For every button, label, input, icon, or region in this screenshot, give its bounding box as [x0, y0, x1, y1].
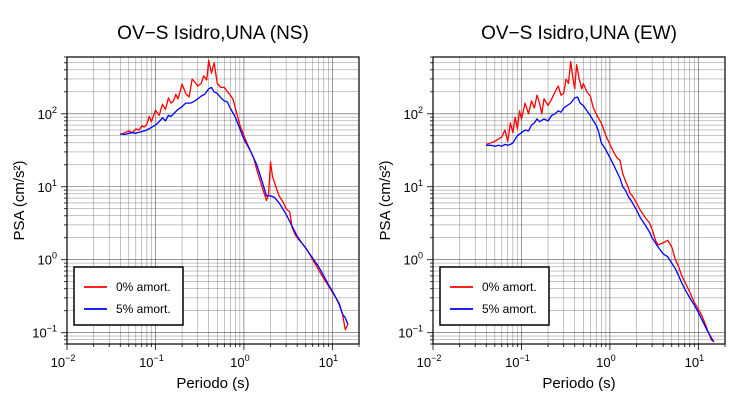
- series-line-damped: [486, 96, 715, 343]
- x-tick-label: 100: [596, 353, 615, 370]
- y-tick-exponent: 0: [418, 251, 423, 261]
- x-tick-exponent: 1: [699, 353, 704, 363]
- y-tick-exponent: 0: [52, 251, 57, 261]
- x-tick-base: 10: [596, 355, 610, 370]
- x-axis-label: Periodo (s): [542, 375, 615, 392]
- x-tick-base: 10: [319, 355, 333, 370]
- y-tick-label: 10−1: [32, 324, 57, 341]
- x-tick-label: 10−1: [505, 353, 530, 370]
- x-tick-exponent: −2: [65, 353, 75, 363]
- series-line-undamped: [486, 60, 715, 343]
- legend-label: 0% amort.: [116, 280, 171, 294]
- legend-label: 5% amort.: [116, 302, 171, 316]
- series-group: [120, 59, 349, 331]
- y-tick-exponent: 2: [418, 105, 423, 115]
- x-tick-base: 10: [505, 355, 519, 370]
- legend-box: [73, 266, 184, 326]
- x-tick-exponent: 1: [333, 353, 338, 363]
- legend: 0% amort. 5% amort.: [439, 266, 550, 326]
- x-tick-exponent: −1: [520, 353, 530, 363]
- x-tick-label: 10−2: [417, 353, 442, 370]
- y-tick-exponent: 1: [52, 178, 57, 188]
- y-tick-label: 101: [38, 178, 57, 195]
- chart-title: OV−S Isidro,UNA (EW): [481, 23, 677, 44]
- x-tick-exponent: −1: [154, 353, 164, 363]
- legend-box: [439, 266, 550, 326]
- x-tick-base: 10: [685, 355, 699, 370]
- x-axis-label: Periodo (s): [176, 375, 249, 392]
- y-tick-exponent: −1: [413, 324, 423, 334]
- plot-frame: [66, 56, 360, 345]
- x-tick-exponent: 0: [611, 353, 616, 363]
- x-tick-label: 101: [319, 353, 338, 370]
- x-tick-exponent: −2: [431, 353, 441, 363]
- legend: 0% amort. 5% amort.: [73, 266, 184, 326]
- y-tick-base: 10: [404, 253, 418, 268]
- x-tick-base: 10: [230, 355, 244, 370]
- y-tick-base: 10: [32, 326, 46, 341]
- y-tick-label: 102: [38, 105, 57, 122]
- y-tick-base: 10: [404, 180, 418, 195]
- y-tick-base: 10: [398, 326, 412, 341]
- legend-label: 5% amort.: [482, 302, 537, 316]
- y-tick-exponent: 1: [418, 178, 423, 188]
- y-tick-label: 100: [38, 251, 57, 268]
- y-tick-label: 100: [404, 251, 423, 268]
- y-tick-base: 10: [38, 180, 52, 195]
- x-tick-label: 10−1: [139, 353, 164, 370]
- x-tick-base: 10: [417, 355, 431, 370]
- x-tick-label: 10−2: [51, 353, 76, 370]
- grid: [67, 57, 359, 344]
- y-tick-label: 10−1: [398, 324, 423, 341]
- series-line-damped: [120, 86, 349, 325]
- y-tick-label: 102: [404, 105, 423, 122]
- x-tick-exponent: 0: [245, 353, 250, 363]
- y-tick-exponent: 2: [52, 105, 57, 115]
- chart-title: OV−S Isidro,UNA (NS): [117, 23, 309, 44]
- y-tick-exponent: −1: [47, 324, 57, 334]
- plot-frame: [432, 56, 726, 345]
- x-tick-label: 100: [230, 353, 249, 370]
- y-tick-base: 10: [404, 107, 418, 122]
- y-tick-base: 10: [38, 253, 52, 268]
- series-group: [486, 60, 715, 343]
- x-tick-label: 101: [685, 353, 704, 370]
- y-axis-label: PSA (cm/s²): [377, 160, 394, 240]
- y-tick-label: 101: [404, 178, 423, 195]
- y-axis-label: PSA (cm/s²): [11, 160, 28, 240]
- x-tick-base: 10: [51, 355, 65, 370]
- y-tick-base: 10: [38, 107, 52, 122]
- x-tick-base: 10: [139, 355, 153, 370]
- legend-label: 0% amort.: [482, 280, 537, 294]
